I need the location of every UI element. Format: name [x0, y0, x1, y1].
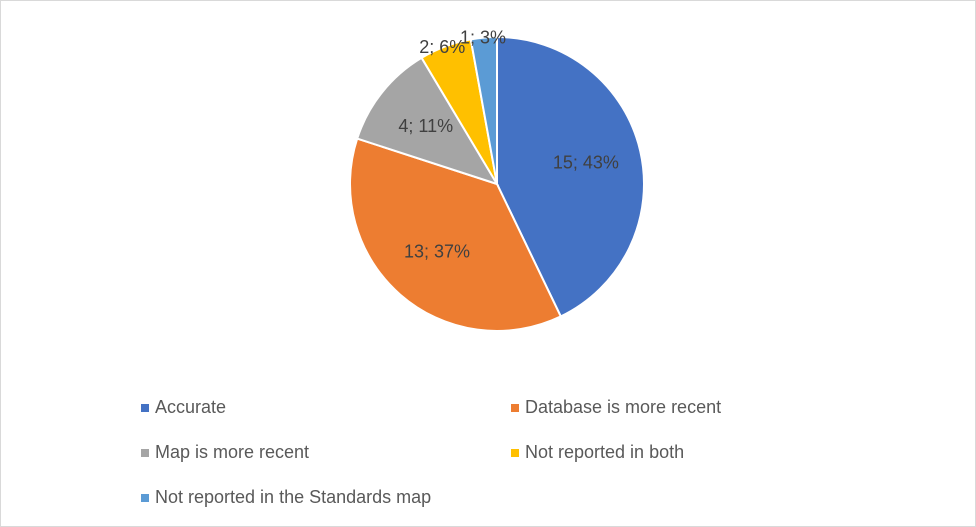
data-label: 13; 37% — [404, 241, 470, 261]
pie-slice — [349, 137, 563, 332]
legend-label: Database is more recent — [525, 397, 721, 417]
legend-swatch — [141, 494, 149, 502]
legend-label: Accurate — [155, 397, 226, 417]
pie-slice — [355, 56, 500, 186]
legend-swatch — [141, 404, 149, 412]
legend-swatch — [511, 404, 519, 412]
data-label: 4; 11% — [398, 116, 453, 136]
data-label: 1; 3% — [460, 28, 506, 48]
data-label: 2; 6% — [419, 37, 465, 57]
legend-swatch — [511, 449, 519, 457]
pie-slice — [496, 35, 645, 318]
legend-swatch — [141, 449, 149, 457]
legend-label: Map is more recent — [155, 442, 309, 462]
legend-label: Not reported in both — [525, 442, 684, 462]
data-label: 15; 43% — [553, 152, 619, 172]
pie-slice — [469, 35, 498, 185]
legend-label: Not reported in the Standards map — [155, 487, 431, 507]
